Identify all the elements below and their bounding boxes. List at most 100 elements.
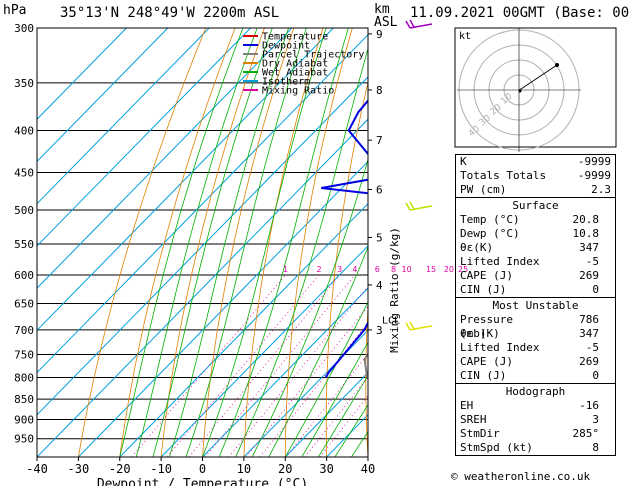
wet-adiabat [284, 301, 368, 457]
km-tick-label: 3 [376, 324, 383, 337]
series-line-dewpoint [321, 99, 368, 378]
wind-barb-flag [409, 321, 415, 330]
pressure-tick-label: 700 [14, 324, 34, 337]
surface-section: Surface Temp (°C) 20.8 Dewp (°C) 10.8 θε(K) 3… [456, 197, 615, 297]
mixing-ratio-label: 4 [352, 265, 357, 274]
mixing-ratio-line [188, 274, 341, 457]
wind-barb-flag [405, 202, 411, 211]
wind-barbs [405, 19, 433, 331]
pressure-tick-label: 850 [14, 393, 34, 406]
wet-adiabat [301, 341, 368, 457]
hodograph-label: EH [460, 399, 474, 412]
isotherm-line [37, 28, 293, 289]
pressure-tick-label: 500 [14, 204, 34, 217]
dry-adiabat [243, 28, 324, 457]
top-label: PW (cm) [460, 183, 507, 196]
isotherm-line [78, 160, 368, 457]
most-unstable-value: 347 [579, 327, 599, 340]
background-lines [37, 28, 368, 457]
hodograph-row: StmSpd (kt) 8 [456, 441, 615, 455]
pressure-tick-label: 300 [14, 22, 34, 35]
lcl-label: LCL [382, 316, 400, 327]
most-unstable-row: CAPE (J) 269 [456, 355, 615, 369]
km-tick-label: 8 [376, 84, 383, 97]
most-unstable-value: -5 [585, 341, 599, 354]
surface-label: CAPE (J) [460, 269, 513, 282]
wet-adiabat [119, 28, 244, 457]
km-tick-label: 6 [376, 183, 383, 196]
mixing-ratio-label: 3 [337, 265, 342, 274]
isotherm-line [37, 28, 210, 205]
surface-row: Dewp (°C) 10.8 [456, 227, 615, 241]
wet-adiabat [135, 28, 258, 457]
top-row: PW (cm) 2.3 [456, 183, 615, 197]
most-unstable-value: 786 [579, 313, 599, 326]
legend-entry: Dry Adiabat [262, 59, 328, 70]
pressure-tick-label: 650 [14, 298, 34, 311]
dry-adiabat [202, 28, 295, 457]
hodograph-value: 3 [592, 413, 599, 426]
hodograph-label: StmDir [460, 427, 500, 440]
mixing-ratio-line [166, 274, 320, 457]
wet-adiabat [218, 28, 349, 457]
mixing-ratio-label: 20 [444, 265, 454, 274]
hodograph-value: 285° [572, 427, 600, 440]
pressure-tick-label: 950 [14, 433, 34, 446]
surface-label: Dewp (°C) [460, 227, 520, 240]
x-tick-label: 0 [199, 462, 206, 476]
wind-barb-staff [409, 23, 433, 29]
mixing-ratio-label: 25 [458, 265, 468, 274]
x-tick-label: 30 [319, 462, 333, 476]
km-tick-label: 5 [376, 231, 383, 244]
mixing-ratio-axis-label: Mixing Ratio (g/kg) [388, 227, 401, 353]
x-tick-label: 40 [361, 462, 375, 476]
isotherm-line [37, 76, 368, 416]
wind-barb-flag [405, 322, 411, 331]
most-unstable-label: Lifted Index [460, 341, 540, 354]
wet-adiabat [334, 403, 368, 457]
wind-barb-flag [405, 20, 411, 29]
isotherm-line [37, 118, 368, 457]
dry-adiabat [325, 80, 368, 457]
indices-panel: K -9999 Totals Totals -9999 PW (cm) 2.3 Surfa… [455, 154, 616, 456]
wind-barb [405, 201, 433, 211]
pressure-tick-label: 600 [14, 269, 34, 282]
most-unstable-label: CAPE (J) [460, 355, 513, 368]
pressure-tick-label: 900 [14, 413, 34, 426]
location-title: 35°13'N 248°49'W 2200m ASL [60, 5, 280, 21]
mixing-ratio-line [204, 274, 356, 457]
wind-barb-flag [409, 201, 415, 210]
wet-adiabat [169, 28, 289, 457]
hodograph-unit-label: kt [459, 31, 471, 42]
top-value: 2.3 [591, 183, 611, 196]
legend-entry: Temperature [262, 32, 328, 43]
km-tick-label: 7 [376, 134, 383, 147]
x-tick-label: -30 [68, 462, 90, 476]
surface-row: θε(K) 347 [456, 241, 615, 255]
hodograph-row: StmDir 285° [456, 427, 615, 441]
pressure-tick-label: 450 [14, 166, 34, 179]
top-value: -9999 [577, 155, 611, 168]
most-unstable-row: Pressure (mb) 786 [456, 313, 615, 340]
top-row: Totals Totals -9999 [456, 169, 615, 183]
hodograph-value: -16 [579, 399, 599, 412]
wet-adiabat [202, 28, 327, 457]
wind-barb [405, 321, 433, 331]
surface-value: 347 [579, 241, 599, 254]
isotherm-line [284, 371, 368, 457]
surface-value: -5 [585, 255, 599, 268]
copyright-text: © weatheronline.co.uk [451, 470, 591, 483]
sounding-series [321, 99, 368, 378]
isotherm-line [202, 287, 368, 457]
asl-label: ASL [374, 15, 398, 30]
surface-row: CAPE (J) 269 [456, 269, 615, 283]
surface-row: Temp (°C) 20.8 [456, 213, 615, 227]
axis-labels: 1 2 3 4 6 8 10 15 20 2530035040045050055060065070… [14, 22, 468, 486]
pressure-tick-label: 400 [14, 125, 34, 138]
most-unstable-title: Most Unstable [492, 299, 579, 312]
isotherm-line [37, 28, 127, 120]
dry-adiabat [119, 28, 236, 457]
pressure-tick-label: 550 [14, 238, 34, 251]
most-unstable-row: θε (K) 347 [456, 327, 615, 341]
